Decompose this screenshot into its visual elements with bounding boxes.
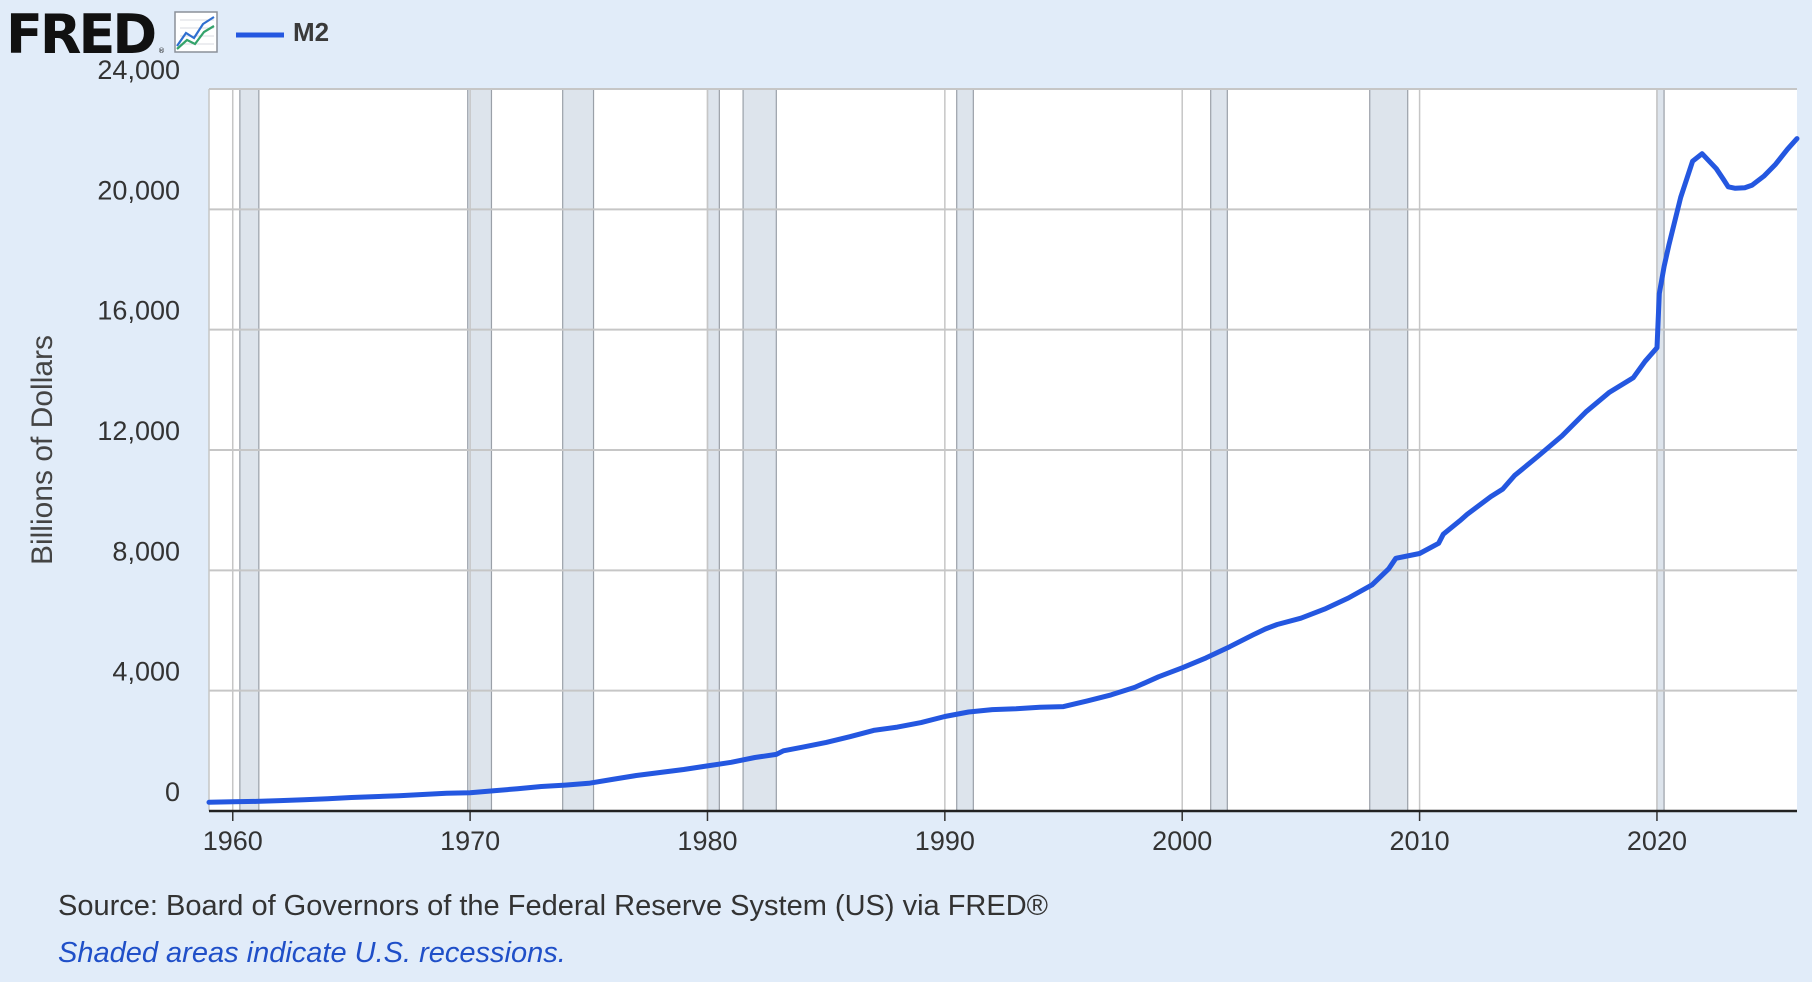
x-tick-label: 2000 [1152, 826, 1212, 856]
recession-note-link[interactable]: Shaded areas indicate U.S. recessions. [58, 937, 566, 969]
line-chart-icon [174, 11, 218, 53]
legend: M2 [236, 17, 329, 47]
x-tick-label: 2020 [1627, 826, 1687, 856]
fred-logo-text: FRED [6, 3, 154, 66]
fred-logo[interactable]: FRED ® [6, 3, 165, 66]
legend-label: M2 [293, 17, 329, 47]
y-axis-label: Billions of Dollars [26, 335, 59, 565]
series-line-m2 [206, 136, 1800, 805]
y-tick-label: 12,000 [97, 416, 180, 446]
x-tick-label: 1990 [915, 826, 975, 856]
x-tick-label: 1980 [677, 826, 737, 856]
source-attribution: Source: Board of Governors of the Federa… [58, 890, 1049, 922]
y-tick-label: 8,000 [112, 536, 180, 566]
y-tick-label: 0 [165, 777, 180, 807]
y-tick-label: 16,000 [97, 296, 180, 326]
y-tick-label: 20,000 [97, 175, 180, 205]
registered-mark-icon: ® [158, 47, 165, 55]
plot-area: 0 4,000 8,000 12,000 16,000 20,000 24,000 1960 1… [26, 55, 1800, 856]
y-tick-label: 24,000 [97, 55, 180, 85]
x-tick-label: 2010 [1390, 826, 1450, 856]
x-tick-label: 1970 [440, 826, 500, 856]
y-tick-label: 4,000 [112, 657, 180, 687]
x-tick-label: 1960 [203, 826, 263, 856]
